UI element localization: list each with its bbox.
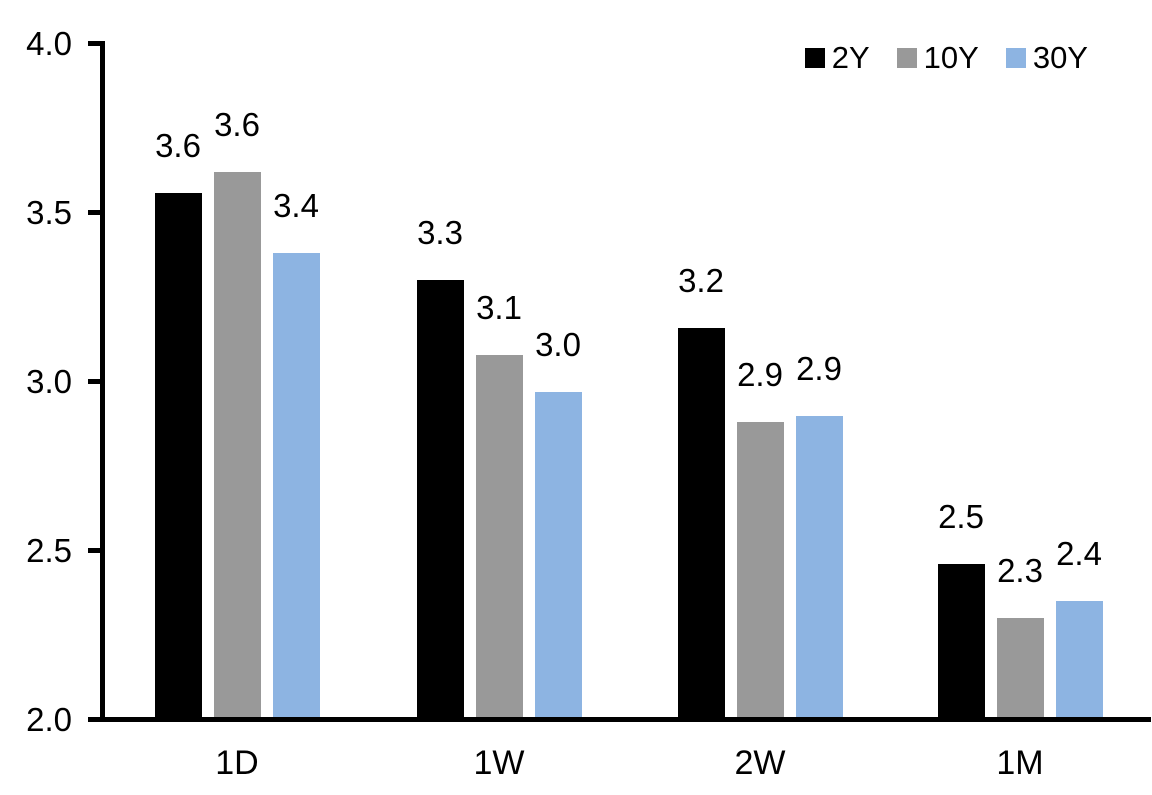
x-category-label-1d: 1D: [215, 744, 259, 782]
bar-30y-1w: [534, 391, 582, 717]
bar-10y-1w: [475, 354, 523, 717]
legend-label-10y: 10Y: [923, 40, 979, 75]
bar-value-label-2y-1w: 3.3: [417, 214, 463, 252]
y-tick-label: 3.0: [26, 362, 72, 400]
y-tick-label: 4.0: [26, 25, 72, 62]
x-category-label-1w: 1W: [473, 744, 525, 782]
y-axis-line: [100, 41, 105, 722]
bar-value-label-2y-1d: 3.6: [155, 126, 201, 164]
bar-2y-1d: [154, 192, 202, 717]
bar-30y-1m: [1055, 601, 1103, 717]
legend-swatch-2y-icon: [804, 48, 825, 68]
legend-item-2y: 2Y: [804, 40, 870, 76]
y-tick-mark: [88, 378, 101, 384]
y-tick-label: 2.5: [26, 531, 72, 569]
legend-item-30y: 30Y: [1005, 40, 1088, 76]
x-category-label-1m: 1M: [996, 744, 1044, 782]
bar-2y-2w: [677, 327, 725, 717]
x-axis-line: [100, 717, 1151, 722]
x-category-label-2w: 2W: [734, 744, 786, 782]
bar-value-label-10y-1w: 3.1: [476, 288, 522, 326]
y-tick-mark: [88, 209, 101, 215]
bar-30y-1d: [272, 253, 320, 717]
y-tick-mark: [88, 547, 101, 553]
legend-item-10y: 10Y: [896, 40, 979, 76]
y-tick-mark: [88, 41, 101, 46]
bar-2y-1m: [937, 564, 985, 717]
bar-10y-1d: [213, 172, 261, 717]
bar-value-label-10y-1m: 2.3: [997, 552, 1043, 590]
y-tick-label: 2.0: [26, 700, 72, 738]
bar-2y-1w: [416, 280, 464, 717]
bar-value-label-10y-2w: 2.9: [737, 356, 783, 394]
legend-swatch-30y-icon: [1005, 48, 1026, 68]
bar-30y-2w: [795, 415, 843, 717]
legend-label-2y: 2Y: [831, 40, 870, 75]
bar-value-label-30y-1m: 2.4: [1056, 535, 1102, 573]
bar-value-label-2y-2w: 3.2: [678, 261, 724, 299]
bar-10y-1m: [996, 618, 1044, 717]
legend-swatch-10y-icon: [896, 48, 917, 68]
chart-legend: 2Y 10Y 30Y: [804, 40, 1088, 76]
bar-10y-2w: [736, 422, 784, 717]
bar-value-label-30y-1w: 3.0: [535, 325, 581, 363]
bar-value-label-30y-2w: 2.9: [796, 349, 842, 387]
y-tick-mark: [88, 716, 101, 722]
bar-value-label-10y-1d: 3.6: [214, 106, 260, 144]
bar-value-label-2y-1m: 2.5: [938, 498, 984, 536]
y-tick-label: 3.5: [26, 193, 72, 231]
legend-label-30y: 30Y: [1032, 40, 1088, 75]
bar-value-label-30y-1d: 3.4: [273, 187, 319, 225]
